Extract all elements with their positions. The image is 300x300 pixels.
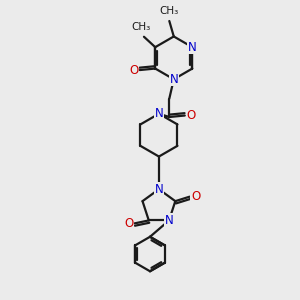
Text: N: N bbox=[154, 107, 163, 120]
Text: CH₃: CH₃ bbox=[131, 22, 151, 32]
Text: O: O bbox=[124, 217, 133, 230]
Text: N: N bbox=[165, 214, 173, 227]
Text: O: O bbox=[191, 190, 200, 203]
Text: N: N bbox=[188, 41, 197, 54]
Text: N: N bbox=[154, 183, 163, 196]
Text: O: O bbox=[186, 109, 195, 122]
Text: CH₃: CH₃ bbox=[160, 6, 179, 16]
Text: N: N bbox=[169, 73, 178, 86]
Text: O: O bbox=[129, 64, 139, 76]
